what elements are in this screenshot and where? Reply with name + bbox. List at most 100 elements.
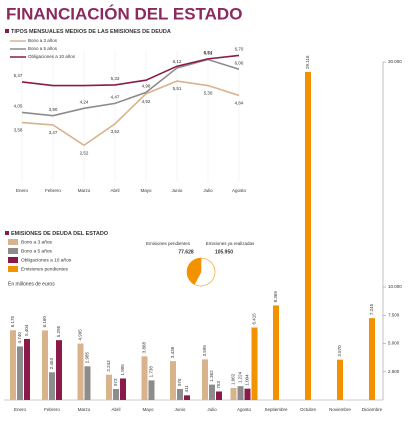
x-tick-label: Agosto [232,188,247,193]
data-label: 2,52 [80,151,89,156]
bar [56,340,62,400]
x-tick-label: Abril [110,188,119,193]
x-tick-label: Octubre [300,407,317,412]
section-title: EMISIONES DE DEUDA DEL ESTADO [11,231,109,237]
data-label: 6,12 [173,59,182,64]
legend-label: Bono a 3 años [21,239,53,245]
x-tick-label: Febrero [45,188,61,193]
bar [148,380,155,400]
x-tick-label: Noviembre [329,407,351,412]
data-label: 3.868 [142,342,147,354]
bar [141,356,148,400]
pie-slice [186,257,202,285]
data-label: 1.224 [238,371,243,383]
x-tick-label: Junio [175,407,186,412]
data-label: 1.362 [209,370,214,382]
bar [170,361,176,400]
legend-swatch [8,266,18,272]
bar [177,388,183,400]
data-label: 2.453 [49,358,54,370]
data-label: 5,47 [14,73,23,78]
legend-swatch [8,257,18,263]
data-label: 3.438 [170,346,175,358]
data-label: 4,24 [80,100,89,105]
section-bullet [5,29,9,33]
data-label: 1.062 [231,373,236,385]
legend-label: Bono a 3 años [28,38,58,43]
legend-swatch [8,239,18,245]
units-note: En millones de euros [8,281,55,287]
data-label: 6.175 [10,315,15,327]
series-line [21,80,240,147]
pie-value: 105.950 [215,249,233,255]
data-label: 4.740 [17,332,22,344]
data-label: 4,05 [14,104,23,109]
data-label: 4,47 [111,95,120,100]
data-label: 3.595 [202,345,207,357]
x-tick-label: Marzo [78,407,91,412]
data-label: 8.369 [273,291,278,303]
data-label: 6.415 [252,313,257,325]
legend-swatch [8,248,18,254]
data-label: 2.985 [85,352,90,364]
x-tick-label: Junio [172,188,183,193]
data-label: 1.905 [120,364,125,376]
bar [209,384,215,400]
page-title: FINANCIACIÓN DEL ESTADO [6,4,242,23]
x-tick-label: Agosto [237,407,252,412]
bar [49,372,55,400]
series-line [21,58,240,117]
x-tick-label: Enero [14,407,27,412]
x-tick-label: Marzo [78,188,91,193]
data-label: 753 [216,380,221,388]
bar [106,374,112,400]
legend-label: Bono a 5 años [28,46,58,51]
x-tick-label: Diciembre [362,407,383,412]
x-tick-label: Mayo [142,407,154,412]
data-label: 1.004 [245,374,250,386]
bar [369,318,375,400]
data-label: 6.160 [42,316,47,328]
data-label: 4.995 [78,329,83,341]
legend-label: Emisiones pendientes [21,266,69,272]
pie-category: Emisiones ya realizadas [206,241,255,246]
data-label: 3,58 [14,128,23,133]
legend-label: Bono a 5 años [21,248,53,254]
bar [120,378,126,400]
series-line [21,54,240,87]
bar [113,389,119,400]
data-label: 29.116 [305,55,310,69]
pie-value: 77.628 [178,249,194,255]
bar [273,305,279,400]
bar [216,391,222,400]
bar [42,330,48,400]
legend-label: Obligaciones a 10 años [28,54,76,59]
bar [184,395,190,400]
data-label: 6,06 [235,60,244,65]
data-label: 1.738 [149,366,154,378]
data-label: 4,92 [142,99,151,104]
bar [337,359,343,400]
data-label: 5.404 [24,324,29,336]
data-label: 5,51 [173,86,182,91]
bar [24,338,30,400]
data-label: 6,70 [235,47,244,52]
y-tick-label: 5.000 [388,341,400,346]
bar [202,359,208,400]
data-label: 7.245 [369,303,374,315]
pie-category: Emisiones pendientes [146,241,191,246]
x-tick-label: Septiembre [264,407,288,412]
data-label: 973 [113,378,118,386]
bar [251,327,258,400]
x-tick-label: Mayo [140,188,152,193]
section-bullet [5,231,9,235]
pie-slice [194,257,216,287]
x-tick-label: Julio [207,407,217,412]
x-tick-label: Febrero [44,407,60,412]
data-label: 6,54 [204,50,213,55]
bar [237,386,244,400]
data-label: 3,52 [111,129,120,134]
data-label: 2.243 [106,360,111,372]
